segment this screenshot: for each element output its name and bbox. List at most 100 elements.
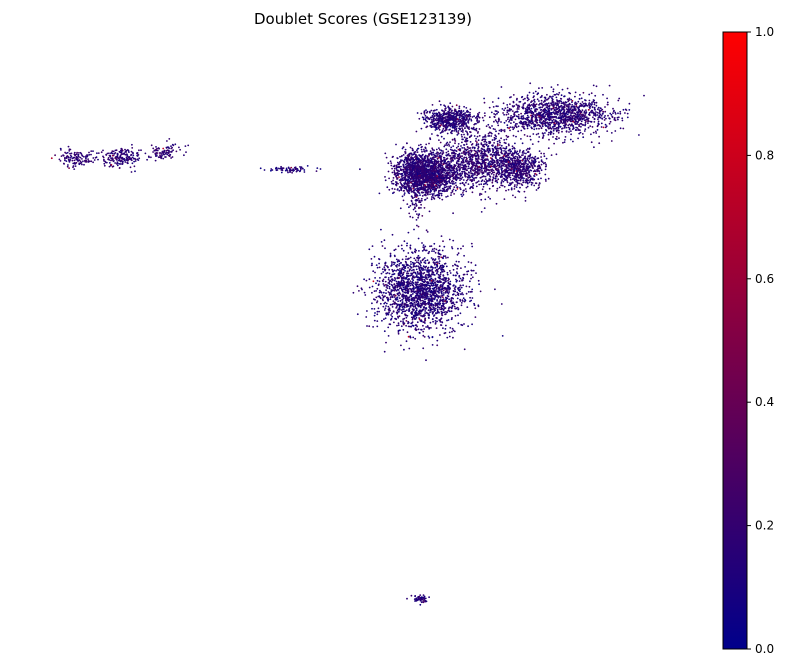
- cell-point: [448, 162, 451, 165]
- cell-point: [411, 203, 414, 206]
- cell-point: [493, 151, 496, 154]
- cell-point: [508, 119, 511, 122]
- cell-point: [409, 204, 412, 207]
- cell-point: [566, 120, 569, 123]
- cell-point: [556, 93, 558, 95]
- cell-point: [473, 154, 476, 157]
- cell-point: [430, 120, 433, 123]
- cell-point: [477, 180, 480, 183]
- cell-point: [462, 158, 465, 161]
- cell-point: [455, 178, 458, 181]
- cell-point: [435, 113, 438, 116]
- cell-point: [449, 118, 452, 121]
- cell-point: [591, 103, 593, 105]
- cell-point: [467, 167, 470, 170]
- cell-point: [405, 159, 408, 162]
- cell-point: [469, 169, 472, 172]
- cell-point: [435, 117, 438, 119]
- cell-point: [403, 170, 406, 173]
- cell-point: [438, 194, 441, 197]
- cell-point: [456, 154, 459, 156]
- cell-point: [539, 121, 541, 123]
- cell-point: [609, 120, 612, 123]
- cell-point: [560, 104, 563, 107]
- cell-point: [400, 176, 403, 178]
- cell-point: [483, 161, 486, 163]
- cell-point: [603, 119, 606, 121]
- cell-point: [564, 115, 567, 117]
- cell-point: [547, 133, 550, 136]
- cell-point: [466, 125, 469, 128]
- cell-point: [602, 93, 604, 96]
- cell-point: [558, 137, 560, 140]
- cell-point: [503, 129, 506, 131]
- cell-point: [415, 130, 418, 133]
- cell-point: [530, 107, 533, 110]
- cell-point: [454, 128, 456, 131]
- cell-point: [477, 113, 480, 116]
- cell-point: [560, 117, 563, 119]
- cell-point: [406, 142, 408, 145]
- cell-point: [593, 114, 595, 116]
- cell-point: [481, 116, 484, 119]
- cell-point: [439, 157, 442, 160]
- cell-point: [465, 137, 468, 140]
- cell-point: [460, 124, 463, 127]
- cell-point: [579, 94, 581, 96]
- cell-point: [555, 130, 558, 133]
- cell-point: [444, 186, 447, 189]
- cell-point: [483, 180, 486, 183]
- cell-point: [456, 171, 459, 174]
- cell-point: [447, 164, 449, 167]
- cell-point: [473, 123, 476, 126]
- cell-point: [469, 108, 472, 111]
- cell-point: [449, 148, 452, 151]
- cell-point: [419, 143, 422, 146]
- cell-point: [442, 187, 444, 190]
- cell-point: [564, 136, 567, 138]
- cell-point: [622, 108, 625, 111]
- cell-point: [547, 123, 550, 126]
- cell-point: [473, 149, 476, 152]
- cell-point: [524, 97, 526, 100]
- cell-point: [485, 144, 488, 147]
- cell-point: [604, 126, 607, 129]
- cell-point: [582, 102, 585, 105]
- cell-point: [444, 179, 446, 182]
- cell-point: [546, 98, 549, 101]
- cell-point: [445, 169, 447, 172]
- cell-point: [433, 112, 436, 115]
- cell-point: [412, 153, 415, 156]
- cell-point: [408, 154, 411, 157]
- cell-point: [481, 188, 484, 191]
- cell-point: [551, 119, 554, 122]
- cell-point: [505, 120, 508, 122]
- cell-point: [608, 84, 611, 87]
- cell-point: [542, 134, 545, 137]
- cell-point: [417, 158, 420, 161]
- cell-point: [563, 125, 566, 128]
- cell-point: [434, 160, 437, 163]
- cell-point: [448, 124, 451, 127]
- cell-point: [555, 104, 558, 107]
- cell-point: [402, 199, 405, 202]
- cell-point: [446, 144, 448, 147]
- cell-point: [438, 186, 441, 189]
- cell-point: [455, 184, 457, 187]
- cell-point: [497, 124, 500, 127]
- cell-point: [505, 138, 508, 141]
- cell-point: [435, 148, 438, 151]
- cell-point: [406, 169, 408, 172]
- cell-point: [503, 150, 505, 152]
- cell-point: [441, 122, 444, 124]
- cell-point: [463, 183, 465, 186]
- cell-point: [416, 176, 419, 179]
- cell-point: [393, 170, 396, 172]
- cell-point: [437, 122, 440, 125]
- cell-point: [568, 109, 570, 111]
- cell-point: [458, 168, 461, 171]
- cell-point: [437, 153, 439, 156]
- cell-point: [440, 192, 443, 195]
- cell-point: [575, 113, 577, 116]
- cell-point: [431, 161, 434, 163]
